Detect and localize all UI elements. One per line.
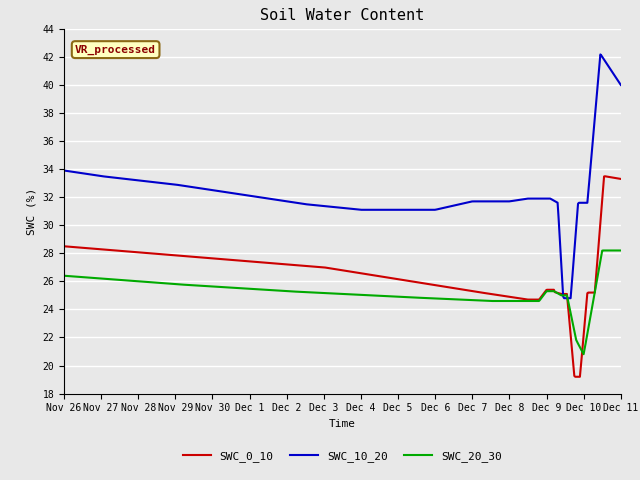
SWC_10_20 [432,207,440,213]
SWC_20_30 [159,280,166,286]
SWC_0_10 [479,290,487,296]
SWC_20_30 [479,298,487,303]
SWC_0_10 [388,276,396,281]
SWC_20_30 [580,351,588,357]
SWC_10_20 [479,199,487,204]
SWC_10_20 [388,207,396,213]
SWC_20_30 [617,248,625,253]
Line: SWC_10_20: SWC_10_20 [64,54,621,298]
Legend: SWC_0_10, SWC_10_20, SWC_20_30: SWC_0_10, SWC_10_20, SWC_20_30 [179,446,506,467]
SWC_0_10 [204,255,211,261]
SWC_20_30 [312,290,320,296]
Line: SWC_20_30: SWC_20_30 [64,251,621,354]
SWC_10_20 [560,295,568,301]
SWC_10_20 [204,186,211,192]
SWC_10_20 [159,180,166,186]
Line: SWC_0_10: SWC_0_10 [64,176,621,377]
Y-axis label: SWC (%): SWC (%) [27,188,37,235]
Title: Soil Water Content: Soil Water Content [260,9,424,24]
SWC_0_10 [572,374,579,380]
SWC_10_20 [617,82,625,88]
SWC_10_20 [596,51,604,57]
SWC_20_30 [204,283,211,289]
SWC_0_10 [159,252,166,257]
SWC_20_30 [60,273,68,278]
SWC_0_10 [617,176,625,182]
SWC_20_30 [432,296,440,301]
SWC_20_30 [388,294,396,300]
SWC_0_10 [601,173,609,179]
SWC_20_30 [599,248,607,253]
SWC_10_20 [312,203,320,208]
SWC_0_10 [312,264,320,270]
SWC_0_10 [60,243,68,249]
SWC_10_20 [60,168,68,173]
SWC_0_10 [432,282,440,288]
X-axis label: Time: Time [329,419,356,429]
Text: VR_processed: VR_processed [75,45,156,55]
